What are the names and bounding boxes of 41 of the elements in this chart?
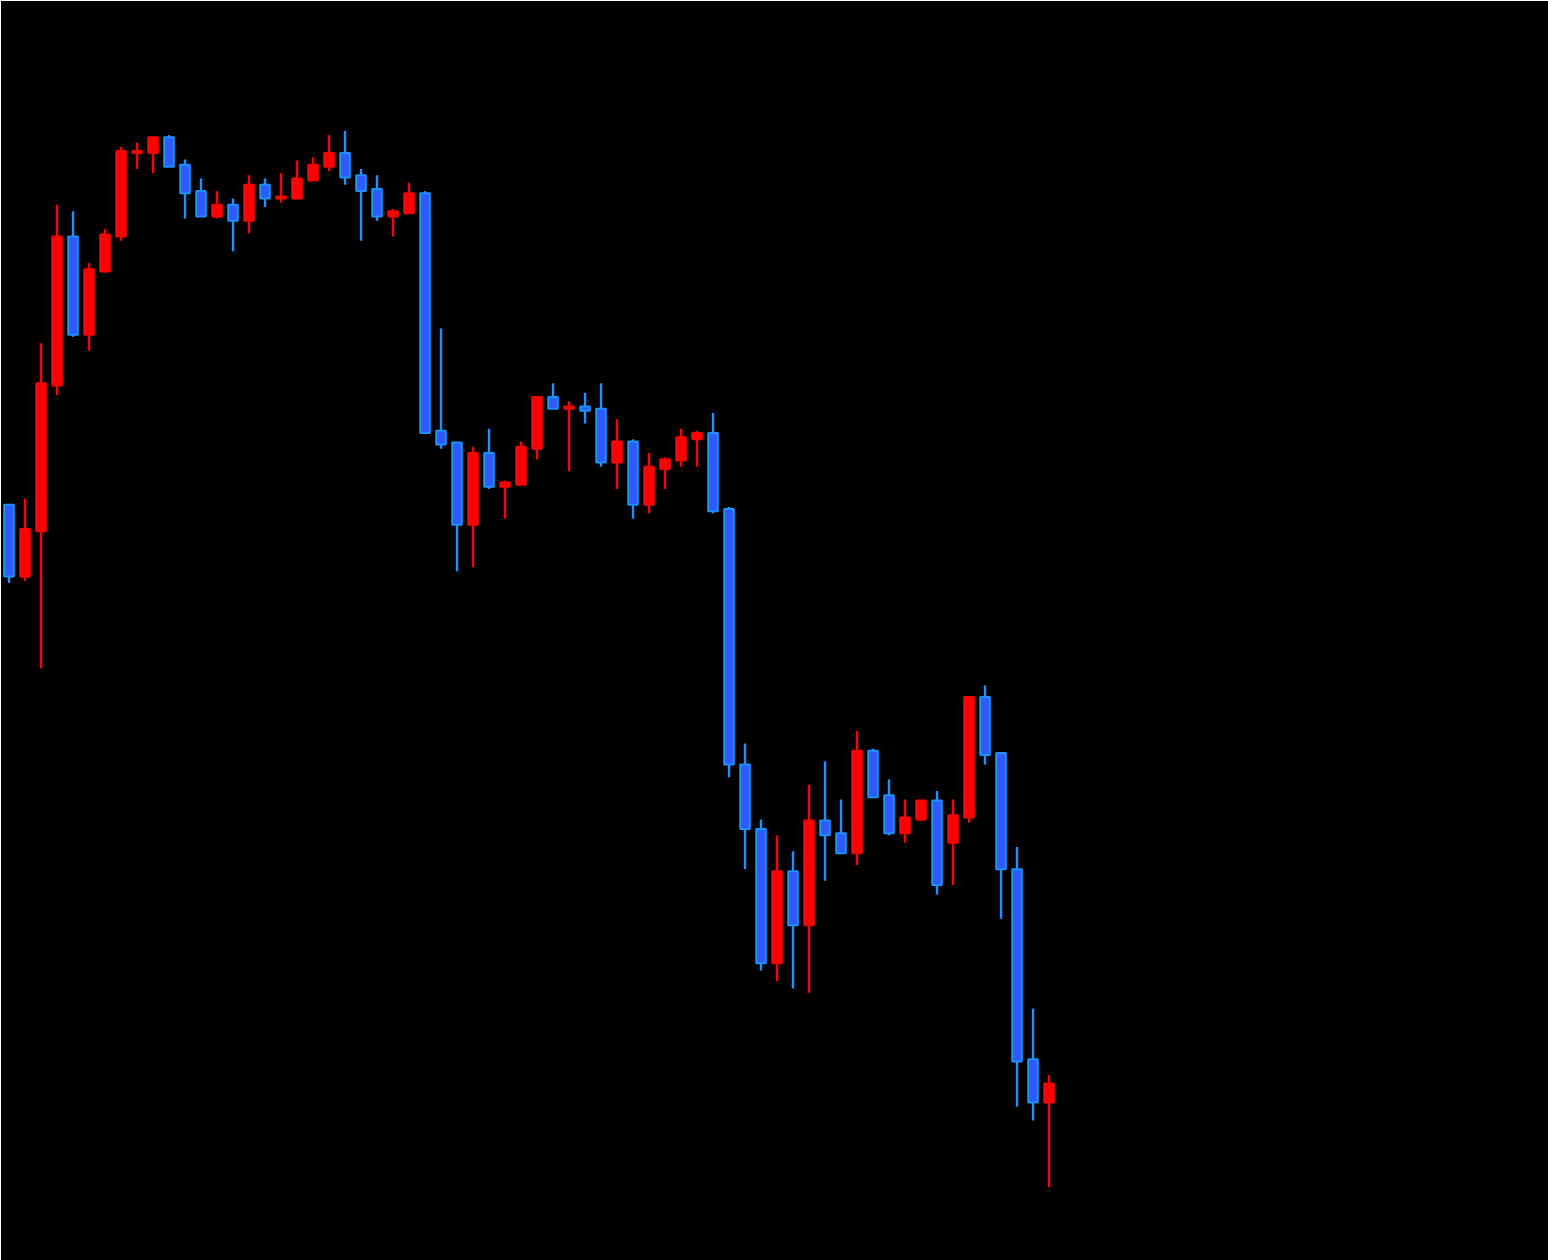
candlestick [611,418,623,491]
candlestick [19,497,31,583]
candlestick [899,798,911,844]
candlestick [835,798,847,855]
candlestick [243,174,255,235]
candlestick [307,156,319,182]
candlestick [259,177,271,209]
candlestick [387,207,399,238]
candlestick [403,181,415,215]
candlestick [371,174,383,222]
candlestick [1027,1007,1039,1122]
candlestick [515,440,527,486]
candlestick [643,451,655,515]
candlestick [227,197,239,253]
candlestick [691,429,703,468]
candlestick [563,400,575,473]
candlestick [819,760,831,882]
candlestick [195,177,207,218]
candlestick [355,167,367,242]
candlestick [211,189,223,220]
candlestick [483,427,495,491]
candlestick [323,133,335,173]
candlestick [275,171,287,204]
candlestick [163,133,175,169]
candlestick [883,778,895,837]
candlestick [339,129,351,186]
candlestick [147,136,159,175]
candlestick [659,456,671,491]
candlestick [1043,1073,1055,1189]
candlestick [675,427,687,468]
candlestick [867,747,879,799]
candlestick [179,158,191,220]
candlestick [547,382,559,410]
candlestick [99,227,111,274]
candlestick [947,798,959,887]
candlestick [131,141,143,171]
candlestick [291,159,303,200]
candlestick [435,327,447,451]
candlestick [915,799,927,822]
candlestick [579,391,591,425]
candlestick [499,479,511,520]
